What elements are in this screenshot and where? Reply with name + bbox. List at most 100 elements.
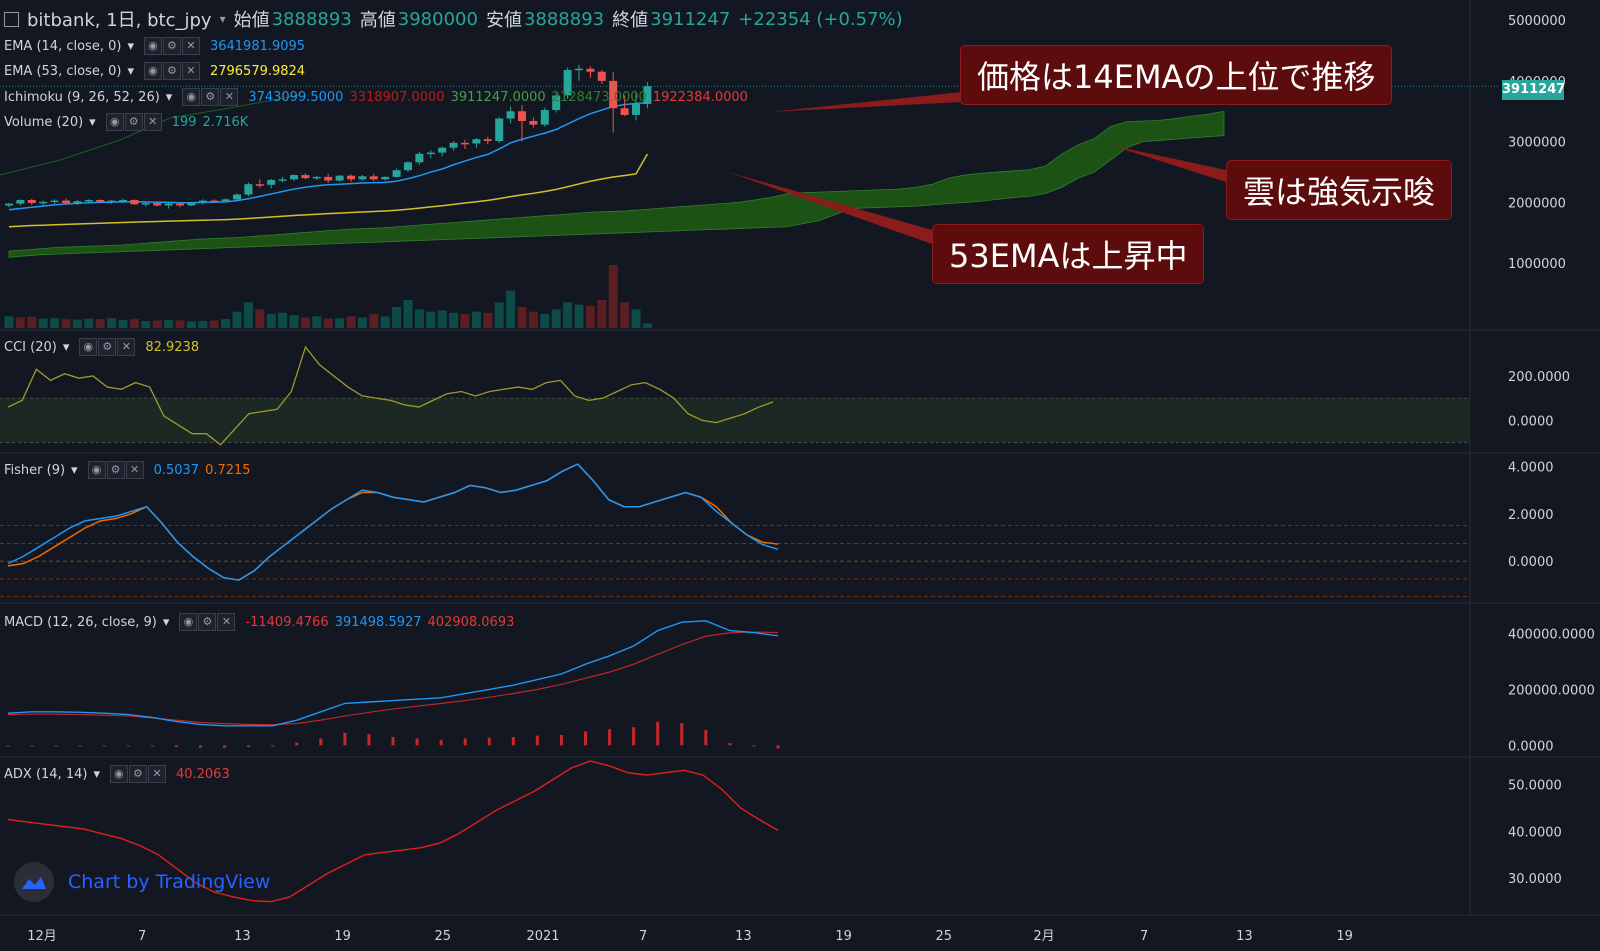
gear-icon[interactable]: ⚙ bbox=[162, 62, 181, 80]
gear-icon[interactable]: ⚙ bbox=[198, 613, 217, 631]
macd-histogram-bar bbox=[199, 745, 202, 748]
legend-value: 2.716K bbox=[202, 114, 249, 130]
open-label: 始値 bbox=[233, 10, 270, 31]
legend-controls: ◉ ⚙ ✕ bbox=[87, 461, 144, 479]
macd-histogram-bar bbox=[680, 723, 684, 746]
candle-body bbox=[506, 111, 515, 119]
symbol-label[interactable]: bitbank, 1日, btc_jpy bbox=[27, 10, 212, 31]
adx-line bbox=[7, 760, 779, 903]
close-icon[interactable]: ✕ bbox=[220, 88, 239, 106]
eye-icon[interactable]: ◉ bbox=[182, 88, 201, 106]
legend-value: 40.2063 bbox=[175, 766, 230, 782]
chevron-down-icon[interactable]: ▾ bbox=[127, 63, 134, 79]
collapse-icon[interactable] bbox=[4, 11, 19, 27]
eye-icon[interactable]: ◉ bbox=[143, 37, 162, 55]
chevron-down-icon[interactable]: ▾ bbox=[71, 462, 78, 478]
chevron-down-icon[interactable]: ▾ bbox=[162, 614, 170, 630]
macd-histogram-bar bbox=[319, 738, 323, 746]
chevron-down-icon[interactable]: ▾ bbox=[62, 339, 70, 355]
x-tick-label: 2月 bbox=[1033, 929, 1054, 944]
eye-icon[interactable]: ◉ bbox=[143, 62, 162, 80]
volume-bar bbox=[483, 312, 493, 328]
annotation-14ema[interactable]: 価格は14EMAの上位で推移 bbox=[960, 45, 1393, 105]
legend-volume[interactable]: Volume (20) ▾ ◉ ⚙ ✕ 199 2.716K bbox=[4, 113, 248, 131]
close-icon[interactable]: ✕ bbox=[217, 613, 236, 631]
y-tick-label: 5000000 bbox=[1508, 14, 1566, 29]
close-icon[interactable]: ✕ bbox=[143, 113, 162, 131]
x-tick-label: 13 bbox=[735, 929, 752, 944]
candle-body bbox=[221, 199, 230, 202]
volume-bar bbox=[551, 309, 561, 328]
candle-body bbox=[426, 152, 435, 155]
macd-histogram-bar bbox=[174, 745, 178, 748]
close-icon[interactable]: ✕ bbox=[147, 765, 166, 783]
legend-adx[interactable]: ADX (14, 14) ▾ ◉ ⚙ ✕ 40.2063 bbox=[4, 765, 230, 783]
legend-value: 82.9238 bbox=[145, 339, 200, 355]
candle-body bbox=[198, 200, 207, 203]
candle-body bbox=[529, 120, 538, 125]
volume-bar bbox=[50, 318, 60, 328]
close-icon[interactable]: ✕ bbox=[181, 62, 200, 80]
volume-bar bbox=[631, 309, 641, 328]
x-tick-label: 2021 bbox=[526, 929, 559, 944]
chevron-down-icon[interactable]: ▾ bbox=[89, 114, 96, 130]
gear-icon[interactable]: ⚙ bbox=[124, 113, 143, 131]
volume-bar bbox=[198, 321, 208, 328]
macd-histogram-bar bbox=[559, 735, 563, 746]
candle-body bbox=[518, 111, 526, 121]
close-icon[interactable]: ✕ bbox=[181, 37, 200, 55]
macd-histogram-bar bbox=[487, 737, 491, 746]
y-tick-label: 40.0000 bbox=[1508, 825, 1562, 840]
chevron-down-icon[interactable]: ▾ bbox=[93, 766, 100, 782]
eye-icon[interactable]: ◉ bbox=[109, 765, 128, 783]
legend-ichimoku[interactable]: Ichimoku (9, 26, 52, 26) ▾ ◉ ⚙ ✕ 3743099.50… bbox=[4, 88, 748, 106]
volume-bar bbox=[449, 312, 459, 328]
annotation-cloud[interactable]: 雲は強気示唆 bbox=[1226, 160, 1453, 220]
candle-body bbox=[347, 175, 355, 180]
macd-histogram-bar bbox=[439, 739, 443, 746]
chevron-down-icon[interactable]: ▾ bbox=[165, 89, 173, 105]
candle-body bbox=[369, 176, 378, 180]
chevron-down-icon[interactable]: ▾ bbox=[127, 38, 134, 54]
chevron-down-icon[interactable]: ▾ bbox=[219, 12, 226, 26]
macd-histogram-bar bbox=[78, 745, 82, 747]
candle-body bbox=[107, 200, 116, 203]
volume-bar bbox=[289, 315, 299, 328]
macd-line bbox=[7, 620, 779, 727]
candle-body bbox=[96, 200, 105, 202]
candle-body bbox=[164, 203, 173, 206]
eye-icon[interactable]: ◉ bbox=[179, 613, 198, 631]
legend-cci[interactable]: CCI (20) ▾ ◉ ⚙ ✕ 82.9238 bbox=[4, 338, 199, 356]
volume-bar bbox=[323, 318, 333, 328]
volume-bar bbox=[164, 319, 174, 328]
legend-macd[interactable]: MACD (12, 26, close, 9) ▾ ◉ ⚙ ✕ -11409.4766… bbox=[4, 613, 514, 631]
legend-ema53[interactable]: EMA (53, close, 0) ▾ ◉ ⚙ ✕ 2796579.9824 bbox=[4, 62, 305, 80]
macd-histogram-bar bbox=[54, 745, 58, 747]
macd-histogram-bar bbox=[367, 734, 371, 746]
eye-icon[interactable]: ◉ bbox=[105, 113, 124, 131]
candle-body bbox=[461, 142, 469, 145]
annotation-53ema[interactable]: 53EMAは上昇中 bbox=[932, 224, 1205, 284]
candle-body bbox=[575, 68, 583, 71]
gear-icon[interactable]: ⚙ bbox=[98, 338, 117, 356]
legend-fisher[interactable]: Fisher (9) ▾ ◉ ⚙ ✕ 0.5037 0.7215 bbox=[4, 461, 251, 479]
eye-icon[interactable]: ◉ bbox=[87, 461, 106, 479]
close-icon[interactable]: ✕ bbox=[125, 461, 144, 479]
volume-bar bbox=[608, 265, 618, 328]
gear-icon[interactable]: ⚙ bbox=[201, 88, 220, 106]
tradingview-watermark[interactable]: Chart by TradingView bbox=[14, 862, 270, 902]
candle-body bbox=[176, 203, 184, 206]
low-label: 安値 bbox=[485, 10, 522, 31]
cci-band bbox=[0, 398, 1470, 443]
volume-bar bbox=[392, 307, 402, 328]
gear-icon[interactable]: ⚙ bbox=[162, 37, 181, 55]
candle-body bbox=[540, 110, 549, 125]
volume-bar bbox=[209, 320, 219, 328]
close-icon[interactable]: ✕ bbox=[117, 338, 136, 356]
eye-icon[interactable]: ◉ bbox=[79, 338, 98, 356]
legend-ema14[interactable]: EMA (14, close, 0) ▾ ◉ ⚙ ✕ 3641981.9095 bbox=[4, 37, 305, 55]
volume-bar bbox=[232, 311, 242, 328]
gear-icon[interactable]: ⚙ bbox=[106, 461, 125, 479]
gear-icon[interactable]: ⚙ bbox=[128, 765, 147, 783]
